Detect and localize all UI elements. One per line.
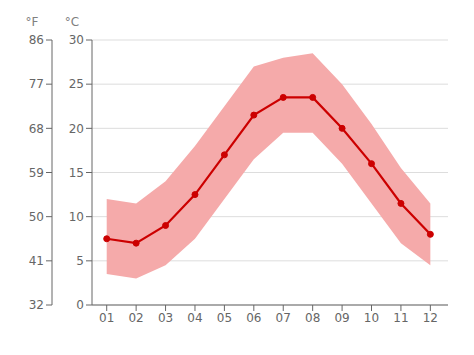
svg-text:5: 5 (76, 254, 84, 268)
svg-text:32: 32 (29, 298, 44, 312)
svg-text:°C: °C (65, 15, 79, 29)
svg-text:04: 04 (187, 311, 202, 325)
svg-text:12: 12 (423, 311, 438, 325)
svg-text:86: 86 (29, 33, 44, 47)
svg-text:20: 20 (69, 122, 84, 136)
svg-text:10: 10 (364, 311, 379, 325)
svg-text:05: 05 (217, 311, 232, 325)
svg-text:02: 02 (128, 311, 143, 325)
svg-text:25: 25 (69, 77, 84, 91)
svg-text:15: 15 (69, 166, 84, 180)
svg-text:03: 03 (158, 311, 173, 325)
svg-text:50: 50 (29, 210, 44, 224)
svg-text:11: 11 (393, 311, 408, 325)
svg-text:30: 30 (69, 33, 84, 47)
svg-text:07: 07 (276, 311, 291, 325)
svg-text:68: 68 (29, 122, 44, 136)
svg-text:77: 77 (29, 77, 44, 91)
svg-text:59: 59 (29, 166, 44, 180)
svg-text:10: 10 (69, 210, 84, 224)
svg-text:°F: °F (26, 15, 39, 29)
svg-text:09: 09 (334, 311, 349, 325)
svg-text:06: 06 (246, 311, 261, 325)
svg-text:0: 0 (76, 298, 84, 312)
svg-text:41: 41 (29, 254, 44, 268)
svg-text:01: 01 (99, 311, 114, 325)
svg-text:08: 08 (305, 311, 320, 325)
